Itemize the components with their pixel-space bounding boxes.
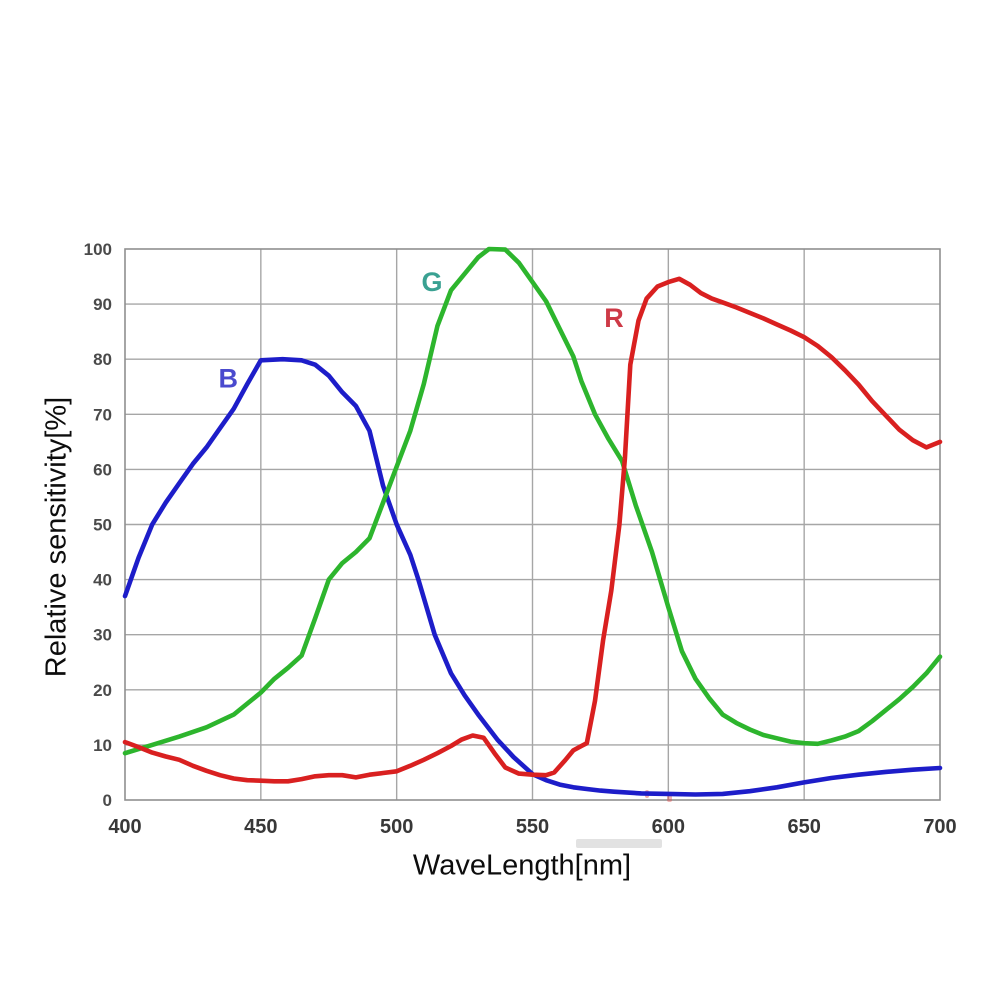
gridlines bbox=[125, 249, 940, 800]
y-tick-label: 10 bbox=[93, 736, 112, 755]
y-tick-label: 20 bbox=[93, 681, 112, 700]
x-tick-label: 500 bbox=[380, 816, 413, 838]
x-tick-label: 600 bbox=[652, 816, 685, 838]
series-label-B: B bbox=[218, 363, 238, 393]
x-tick-label: 450 bbox=[244, 816, 277, 838]
y-tick-label: 70 bbox=[93, 405, 112, 424]
y-tick-label: 50 bbox=[93, 516, 112, 535]
speck bbox=[667, 795, 672, 802]
y-axis-title: Relative sensitivity[%] bbox=[40, 396, 73, 678]
curve-G bbox=[122, 246, 943, 756]
plot-border bbox=[124, 248, 941, 801]
y-tick-label: 30 bbox=[93, 626, 112, 645]
tick-labels: 400 450 500 550 600 650 700 0 10 20 30 40 50 60 70 80 90… bbox=[84, 240, 957, 838]
smudge bbox=[576, 839, 662, 848]
y-tick-label: 100 bbox=[84, 240, 112, 259]
series-label-G: G bbox=[421, 267, 442, 297]
x-tick-label: 650 bbox=[787, 816, 820, 838]
y-tick-label: 60 bbox=[93, 460, 112, 479]
y-tick-label: 80 bbox=[93, 350, 112, 369]
x-tick-label: 550 bbox=[516, 816, 549, 838]
y-tick-label: 0 bbox=[103, 791, 112, 810]
y-tick-label: 90 bbox=[93, 295, 112, 314]
y-tick-label: 40 bbox=[93, 571, 112, 590]
x-axis-title: WaveLength[nm] bbox=[412, 849, 632, 882]
series-label-R: R bbox=[604, 303, 624, 333]
curve-R bbox=[122, 276, 943, 784]
x-tick-label: 700 bbox=[923, 816, 956, 838]
curve-B bbox=[122, 356, 943, 797]
x-tick-label: 400 bbox=[108, 816, 141, 838]
